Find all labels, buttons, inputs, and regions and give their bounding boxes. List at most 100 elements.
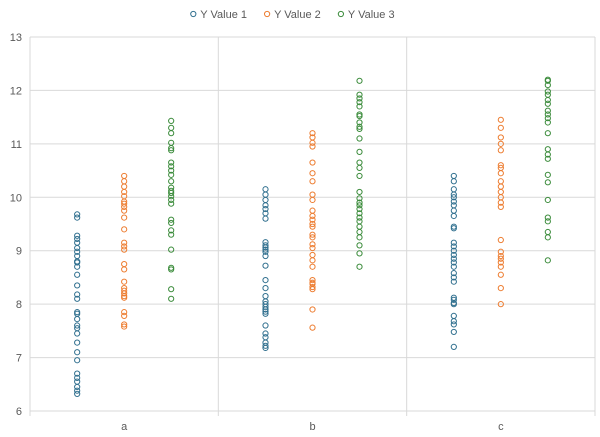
data-point [74, 378, 81, 385]
data-point [356, 199, 363, 206]
data-point [121, 200, 128, 207]
legend-marker [190, 10, 197, 18]
data-point [356, 91, 363, 98]
data-point [262, 205, 269, 213]
data-point [168, 124, 175, 131]
data-point [168, 295, 175, 302]
data-point [74, 271, 81, 278]
y-tick-label: 8 [16, 299, 22, 311]
data-point [309, 223, 316, 230]
data-point [74, 295, 81, 302]
x-tick-label: a [121, 421, 128, 433]
data-point [544, 228, 551, 236]
data-point [262, 342, 269, 349]
data-point [450, 278, 457, 285]
data-point [74, 387, 81, 394]
data-point [544, 115, 551, 122]
data-point [309, 257, 316, 264]
data-point [356, 210, 363, 217]
data-point [544, 171, 551, 178]
data-point [544, 107, 551, 114]
data-point [450, 239, 457, 246]
data-point [450, 328, 457, 336]
y-tick-label: 13 [10, 32, 22, 44]
data-point [262, 293, 269, 300]
data-point [450, 263, 457, 270]
data-point [121, 172, 128, 180]
y-tick-label: 12 [10, 85, 22, 97]
data-point [168, 219, 175, 227]
data-point [356, 242, 363, 249]
data-point [450, 296, 457, 303]
data-point [450, 312, 457, 319]
data-point [544, 130, 551, 137]
data-point [121, 260, 128, 268]
data-point [168, 163, 175, 170]
data-point [356, 164, 363, 171]
data-point [544, 196, 551, 204]
data-point [450, 247, 457, 254]
data-point [74, 339, 81, 346]
data-point [262, 248, 269, 255]
data-point [121, 226, 128, 233]
data-point [74, 244, 81, 252]
data-point [168, 178, 175, 185]
data-point [309, 263, 316, 270]
data-point [450, 178, 457, 185]
data-point [356, 172, 363, 180]
data-point [450, 207, 457, 214]
data-point [262, 202, 269, 209]
data-point [121, 312, 128, 319]
data-point [356, 218, 363, 225]
data-point [544, 234, 551, 241]
data-point [356, 195, 363, 202]
data-point [309, 251, 316, 259]
data-point [262, 191, 269, 198]
data-point [121, 287, 128, 294]
data-point [262, 339, 269, 346]
data-point [497, 162, 504, 169]
data-point [74, 322, 81, 329]
data-point [74, 232, 81, 239]
data-point [121, 266, 128, 273]
data-point [450, 259, 457, 266]
data-point [497, 140, 504, 147]
data-point [356, 77, 363, 84]
data-point [356, 202, 363, 209]
y-tick-label: 11 [11, 139, 22, 151]
data-point [450, 223, 457, 230]
data-point [121, 321, 128, 328]
data-point [544, 257, 551, 264]
data-point [168, 286, 175, 293]
data-point [497, 147, 504, 154]
data-point [356, 103, 363, 110]
data-point [121, 239, 128, 246]
data-point [356, 159, 363, 166]
data-point [74, 211, 81, 218]
y-tick-label: 9 [16, 246, 22, 258]
data-point [121, 193, 128, 200]
data-point [544, 119, 551, 126]
data-point [356, 125, 363, 132]
data-point [262, 215, 269, 222]
data-point [497, 236, 504, 244]
data-point [262, 210, 269, 217]
data-point [544, 91, 551, 98]
data-point [262, 301, 269, 308]
data-point [262, 186, 269, 193]
data-point [309, 134, 316, 141]
data-point [497, 271, 504, 278]
data-point [121, 278, 128, 285]
legend-marker [264, 10, 271, 18]
data-point [262, 196, 269, 204]
data-point [309, 191, 316, 198]
legend-label: Y Value 2 [274, 9, 321, 21]
data-point [309, 196, 316, 204]
data-point [74, 370, 81, 377]
data-point [450, 255, 457, 262]
data-point [309, 234, 316, 241]
data-point [450, 321, 457, 328]
data-point [356, 95, 363, 102]
data-point [450, 318, 457, 325]
data-point [74, 309, 81, 316]
